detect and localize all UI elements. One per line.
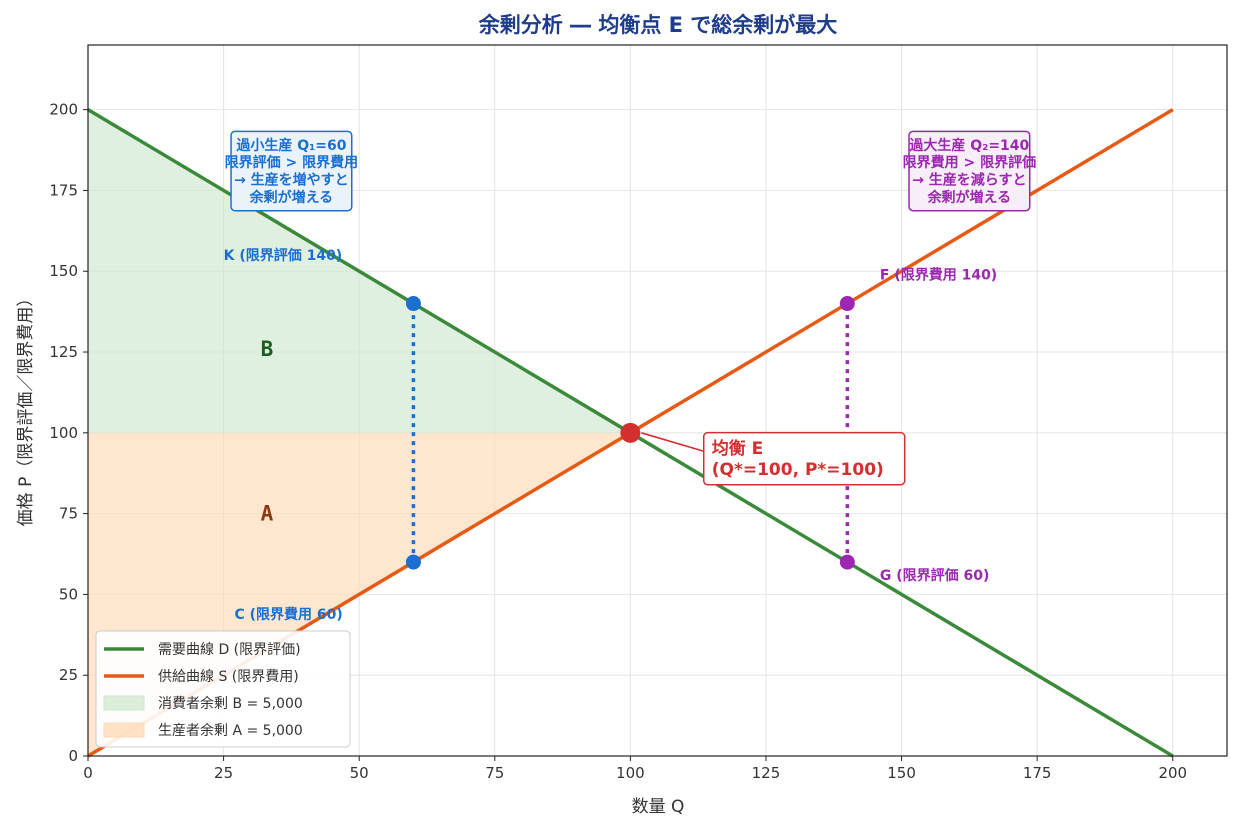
- point-f-label: F (限界費用 140): [880, 266, 997, 283]
- equilibrium-arrow: [641, 432, 704, 453]
- x-tick-label: 100: [616, 764, 645, 782]
- plot-area: B A K (限界評価 140) C (限界費用 60) F (限界費用 140) G (…: [49, 44, 1228, 782]
- point-g-label: G (限界評価 60): [880, 567, 990, 584]
- legend-patch-swatch: [103, 695, 145, 711]
- equilibrium-annotation: 均衡 E(Q*=100, P*=100): [641, 431, 906, 486]
- legend-entry: 生産者余剰 A = 5,000: [158, 722, 303, 739]
- annotation-line: → 生産を減らすと: [912, 172, 1026, 189]
- legend-entry: 需要曲線 D (限界評価): [158, 642, 301, 658]
- y-tick-label: 175: [49, 181, 78, 199]
- y-tick-label: 25: [59, 666, 78, 684]
- point-k: [405, 296, 421, 312]
- area-label-b: B: [261, 337, 274, 361]
- annotation-box: [702, 431, 906, 486]
- point-f: [839, 296, 855, 312]
- chart-title: 余剰分析 ― 均衡点 E で総余剰が最大: [478, 13, 838, 37]
- y-axis-label: 価格 P（限界評価／限界費用）: [16, 290, 36, 527]
- legend: 需要曲線 D (限界評価) 供給曲線 S (限界費用) 消費者余剰 B = 5,00…: [95, 630, 351, 748]
- x-tick-label: 200: [1158, 764, 1187, 782]
- y-tick-label: 50: [59, 585, 78, 603]
- annotation-box: [230, 130, 353, 212]
- y-tick-label: 200: [49, 101, 78, 119]
- annotation-line: (Q*=100, P*=100): [712, 460, 884, 480]
- annotation-box: [908, 130, 1031, 212]
- x-tick-label: 125: [752, 764, 781, 782]
- area-label-a: A: [261, 502, 274, 526]
- legend-patch-swatch: [103, 722, 145, 738]
- x-axis-label: 数量 Q: [632, 797, 685, 817]
- legend-box: [95, 630, 351, 748]
- x-tick-label: 25: [214, 764, 233, 782]
- point-e: [620, 422, 641, 443]
- legend-entry: 消費者余剰 B = 5,000: [158, 695, 303, 712]
- annotation-line: → 生産を増やすと: [234, 172, 349, 189]
- x-tick-label: 50: [350, 764, 369, 782]
- legend-entry: 供給曲線 S (限界費用): [158, 669, 299, 685]
- x-tick-label: 75: [485, 764, 504, 782]
- annotation-line: 余剰が増える: [249, 189, 334, 206]
- x-tick-label: 150: [887, 764, 916, 782]
- x-tick-label: 0: [83, 764, 93, 782]
- point-g: [839, 554, 855, 570]
- annotation-line: 限界評価 > 限界費用: [225, 154, 358, 171]
- annotation-line: 余剰が増える: [927, 189, 1012, 206]
- x-tick-label: 175: [1023, 764, 1052, 782]
- point-k-label: K (限界評価 140): [224, 247, 343, 264]
- point-c-label: C (限界費用 60): [234, 606, 342, 623]
- y-tick-label: 0: [68, 747, 78, 765]
- y-tick-label: 150: [49, 262, 78, 280]
- y-tick-label: 100: [49, 424, 78, 442]
- annotation-line: 限界費用 > 限界評価: [903, 154, 1036, 171]
- y-tick-label: 75: [59, 505, 78, 523]
- y-tick-label: 125: [49, 343, 78, 361]
- plot-frame: [87, 44, 1228, 757]
- annotation-line: 均衡 E: [712, 438, 764, 459]
- annotation-line: 過大生産 Q₂=140: [908, 137, 1029, 154]
- annotation-line: 過小生産 Q₁=60: [235, 137, 346, 154]
- point-c: [405, 554, 421, 570]
